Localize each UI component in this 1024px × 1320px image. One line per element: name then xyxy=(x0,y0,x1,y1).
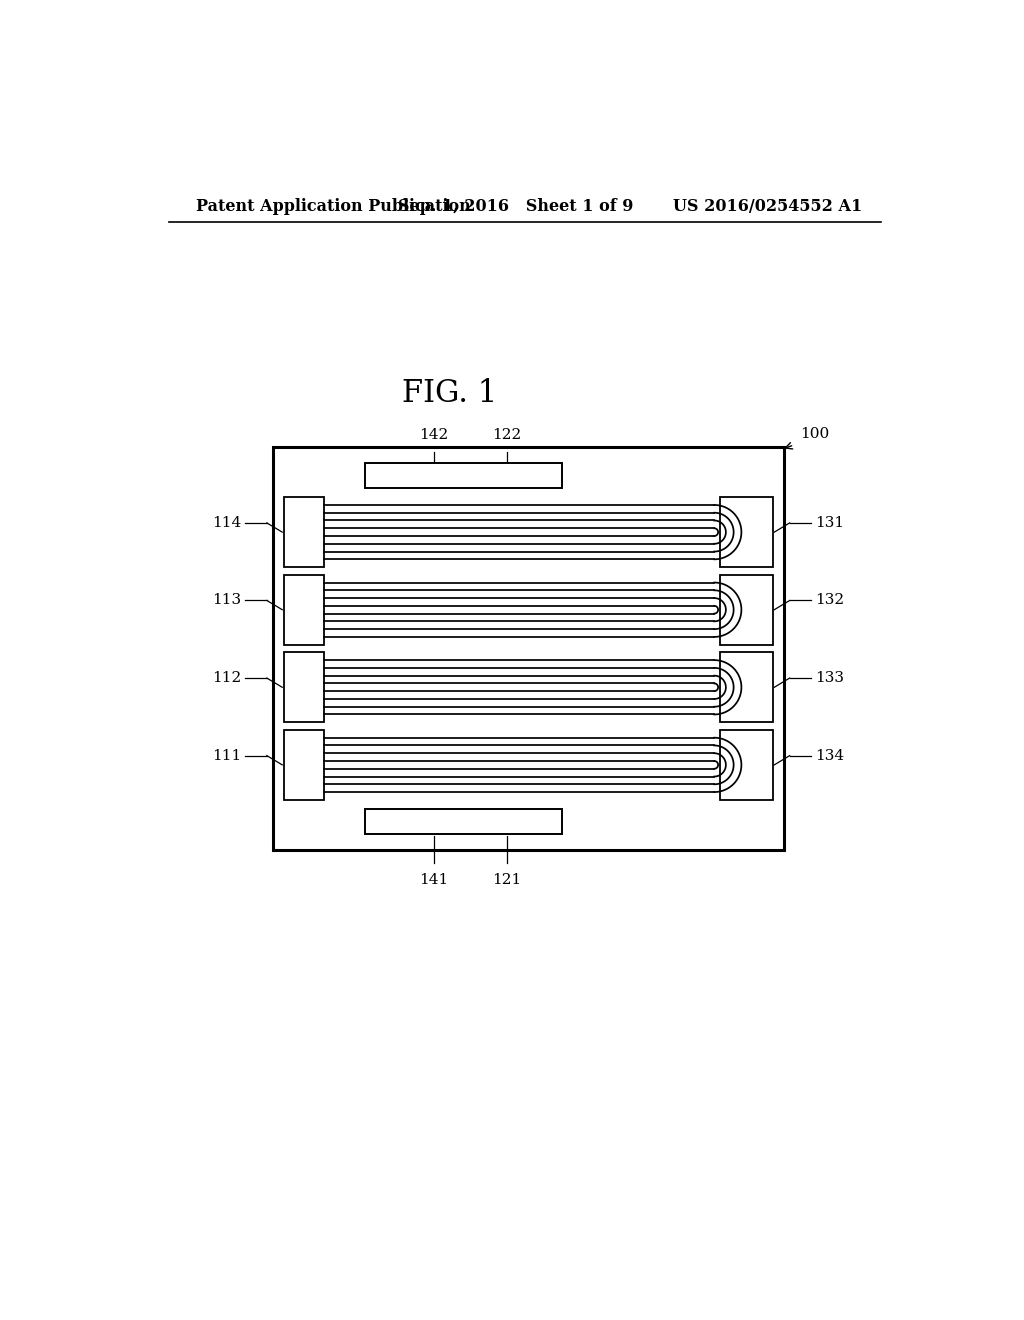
Bar xyxy=(284,574,324,644)
Bar xyxy=(284,498,324,568)
Text: 112: 112 xyxy=(212,671,242,685)
Text: 131: 131 xyxy=(815,516,844,529)
Text: 111: 111 xyxy=(212,748,242,763)
Bar xyxy=(273,447,783,850)
Text: 113: 113 xyxy=(212,594,242,607)
Text: 121: 121 xyxy=(493,873,521,887)
Bar xyxy=(284,652,324,722)
Bar xyxy=(720,498,773,568)
Text: 122: 122 xyxy=(493,428,521,442)
Text: 100: 100 xyxy=(801,428,829,441)
Text: 134: 134 xyxy=(815,748,844,763)
Text: US 2016/0254552 A1: US 2016/0254552 A1 xyxy=(673,198,862,215)
Text: 132: 132 xyxy=(815,594,844,607)
Bar xyxy=(284,730,324,800)
Text: 141: 141 xyxy=(420,873,449,887)
Text: Sep. 1, 2016   Sheet 1 of 9: Sep. 1, 2016 Sheet 1 of 9 xyxy=(398,198,633,215)
Bar xyxy=(366,462,562,488)
Text: 133: 133 xyxy=(815,671,844,685)
Bar xyxy=(720,730,773,800)
Text: 142: 142 xyxy=(420,428,449,442)
Bar xyxy=(720,574,773,644)
Text: 114: 114 xyxy=(212,516,242,529)
Bar xyxy=(720,652,773,722)
Text: Patent Application Publication: Patent Application Publication xyxy=(196,198,471,215)
Text: FIG. 1: FIG. 1 xyxy=(402,378,498,409)
Bar xyxy=(366,809,562,834)
